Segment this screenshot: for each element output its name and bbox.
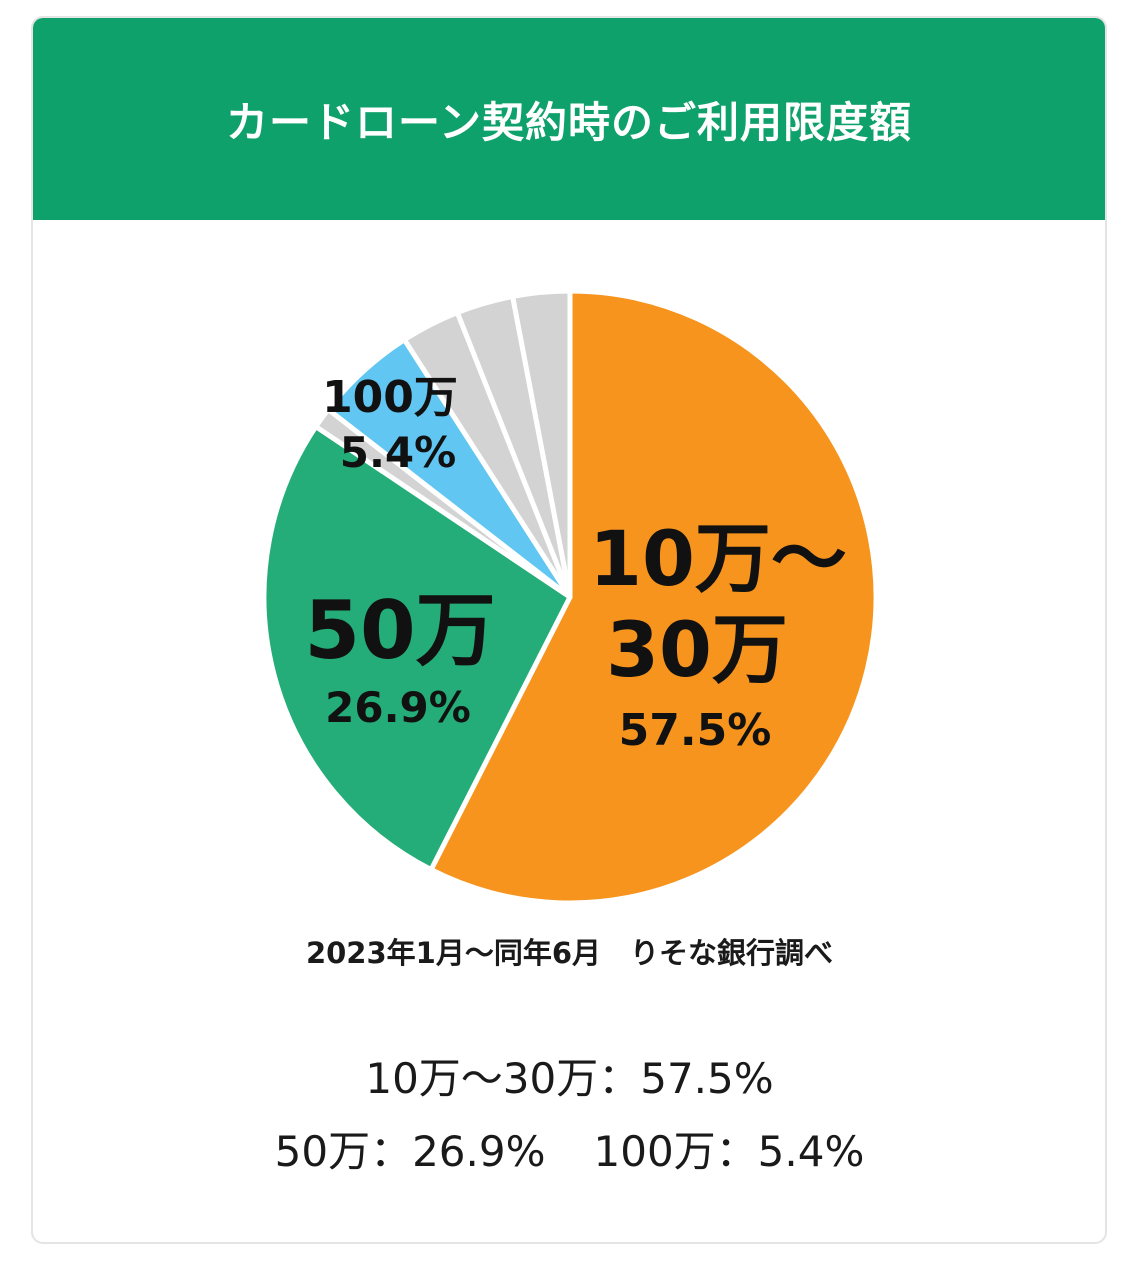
chart-card: カードローン契約時のご利用限度額 xyxy=(31,16,1107,1244)
slice-label-10-30-line1: 10万～ xyxy=(589,514,847,603)
summary-line-2: 50万：26.9% 100万：5.4% xyxy=(0,1118,1139,1179)
pie-slice-6 xyxy=(510,288,573,600)
card-header: カードローン契約時のご利用限度額 xyxy=(33,18,1105,220)
summary-line-1: 10万～30万：57.5% xyxy=(365,1054,774,1103)
chart-title: カードローン契約時のご利用限度額 xyxy=(226,97,912,147)
pie-slice-0 xyxy=(428,288,879,906)
slice-label-100: 100万 xyxy=(322,372,458,423)
slice-value-50: 26.9% xyxy=(325,683,471,732)
slice-value-100: 5.4% xyxy=(340,428,456,477)
summary-100: 100万：5.4% xyxy=(593,1127,865,1176)
pie-slices xyxy=(261,288,879,906)
pie-slice-1 xyxy=(261,424,573,873)
source-note: 2023年1月～同年6月 りそな銀行調べ xyxy=(305,936,834,970)
slice-label-50: 50万 xyxy=(304,584,495,677)
summary-50: 50万：26.9% xyxy=(274,1127,546,1176)
slice-value-10-30: 57.5% xyxy=(619,705,772,756)
slice-label-10-30-line2: 30万 xyxy=(606,605,788,694)
